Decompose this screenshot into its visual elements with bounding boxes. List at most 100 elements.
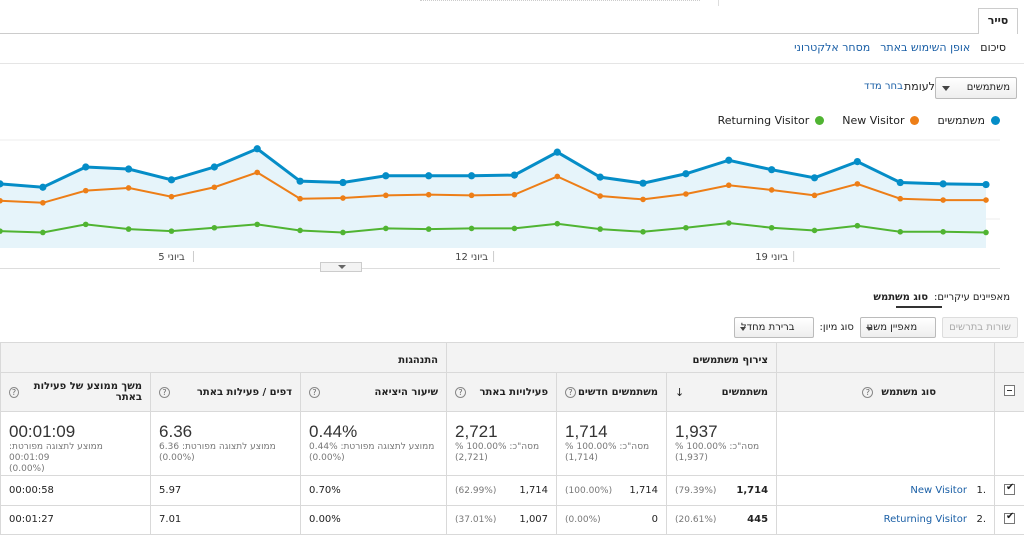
row-sessions-pct: (37.01%) [455,515,497,526]
sort-type-dropdown[interactable]: ברירת מחדל [733,316,814,338]
row-users-pct: (20.61%) [675,515,717,526]
help-icon[interactable]: ? [309,386,321,398]
table-row: Returning Visitor 2. (20.61%) 445 (0.00%… [0,504,1024,535]
column-header-user-type[interactable]: סוג משתמש [881,386,937,398]
row-dimension-link[interactable]: New Visitor [910,485,967,497]
data-point [639,179,647,187]
sort-arrow-icon[interactable]: ↓ [675,385,685,399]
table-column-header: סוג משתמש? משתמשים ↓ משתמשים חדשים? פעילו… [0,372,1024,412]
data-point [983,197,989,203]
data-point [425,226,432,232]
top-panel-edge [718,0,1024,6]
column-header-users[interactable]: משתמשים [721,386,769,398]
data-point [768,166,776,174]
chart-legend: משתמשים New Visitor Returning Visitor [718,114,1000,127]
secondary-dimension-dropdown[interactable]: מאפיין משני [859,316,937,338]
data-point [383,192,389,199]
row-pages-per-session: 5.97 [150,475,302,506]
help-icon[interactable]: ? [862,386,874,398]
row-users: 1,714 [736,485,769,497]
tab-underline [0,33,978,34]
data-point [254,221,261,228]
line-chart: ביוני 5 ביוני 12 ביוני 19 [0,139,1000,263]
select-all-checkbox[interactable] [1004,385,1016,396]
total-new-users: 1,714% מסה"כ: 100.00% (1,714) [556,410,668,477]
data-point [725,156,733,164]
row-checkbox[interactable] [1004,482,1016,495]
data-point [811,192,818,199]
top-divider [420,0,700,1]
data-point [82,221,89,228]
plot-rows-button[interactable]: שורות בתרשים [942,316,1018,338]
help-icon[interactable]: ? [159,386,171,398]
subtab-ecommerce[interactable]: מסחר אלקטרוני [794,41,871,54]
group-acquisition: צירוף משתמשים [446,341,778,374]
row-new-users: 0 [651,514,659,526]
data-point [0,180,4,188]
primary-dimension-label: מאפיינים עיקריים: [934,292,1010,303]
help-icon[interactable]: ? [9,386,20,398]
data-point [939,180,947,188]
row-dimension-link[interactable]: Returning Visitor [883,514,967,526]
data-point [40,199,46,206]
legend-dot-icon [815,116,825,125]
row-new-users-pct: (0.00%) [565,515,601,526]
row-index: 1. [976,485,987,497]
subtab-summary[interactable]: סיכום [980,41,1006,54]
column-header-pages-per-session[interactable]: דפים / פעילות באתר [196,386,293,398]
data-point [425,191,432,198]
data-point [597,193,603,199]
legend-dot-icon [910,116,920,125]
data-point [897,195,904,202]
row-checkbox[interactable] [1004,511,1016,524]
data-point [0,197,3,204]
data-point [39,183,47,191]
column-header-avg-duration[interactable]: משך ממוצע של פעילות באתר [33,381,143,403]
help-icon[interactable]: ? [565,386,577,398]
data-point [168,228,175,234]
data-point [940,197,946,203]
data-point [640,196,646,203]
column-header-sessions[interactable]: פעילויות באתר [479,386,549,398]
data-point [554,173,561,180]
metric-dropdown[interactable]: משתמשים [935,77,1017,99]
data-point [82,163,90,171]
series-line-new-visitor [0,171,986,204]
data-point [554,220,561,227]
data-point [810,174,819,182]
data-point [983,229,989,236]
data-point [210,163,218,171]
row-sessions-pct: (62.99%) [455,486,497,497]
data-point [682,170,690,178]
row-sessions: 1,714 [519,485,549,497]
data-point [340,229,346,236]
totals-row: 1,937% מסה"כ: 100.00% (1,937) 1,714% מסה"… [0,410,1024,477]
primary-dimension-user-type[interactable]: סוג משתמש [873,292,929,303]
data-table: צירוף משתמשים התנהגות סוג משתמש? משתמשים… [0,341,1024,535]
choose-metric-link[interactable]: בחר מדד [864,81,903,92]
versus-label: לעומת [904,80,935,93]
chart-collapse-button[interactable] [320,262,362,272]
data-point [297,195,303,202]
data-point [211,224,218,231]
series-line-returning-visitor [0,222,987,234]
column-header-bounce-rate[interactable]: שיעור היציאה [374,386,439,398]
data-point [339,178,347,187]
metric-dropdown-value: משתמשים [966,82,1010,93]
tab-explorer[interactable]: סייר [978,8,1018,34]
row-bounce-rate: 0.00% [300,504,448,535]
data-point [253,145,261,153]
data-point [811,227,818,234]
help-icon[interactable]: ? [455,386,467,398]
row-sessions: 1,007 [519,514,549,526]
legend-item-users: משתמשים [937,114,1000,127]
subtab-site-usage[interactable]: אופן השימוש באתר [880,41,971,54]
data-point [297,227,303,234]
column-header-new-users[interactable]: משתמשים חדשים [577,386,659,398]
row-new-users-pct: (100.00%) [565,486,613,497]
total-pages-per-session: 6.36 ממוצע לתצוגה מפורטת: 6.36 (0.00%) [150,410,302,477]
row-users: 445 [747,514,769,526]
data-point [382,172,390,180]
x-tick-label: ביוני 5 [158,252,185,263]
legend-dot-icon [991,116,1000,125]
